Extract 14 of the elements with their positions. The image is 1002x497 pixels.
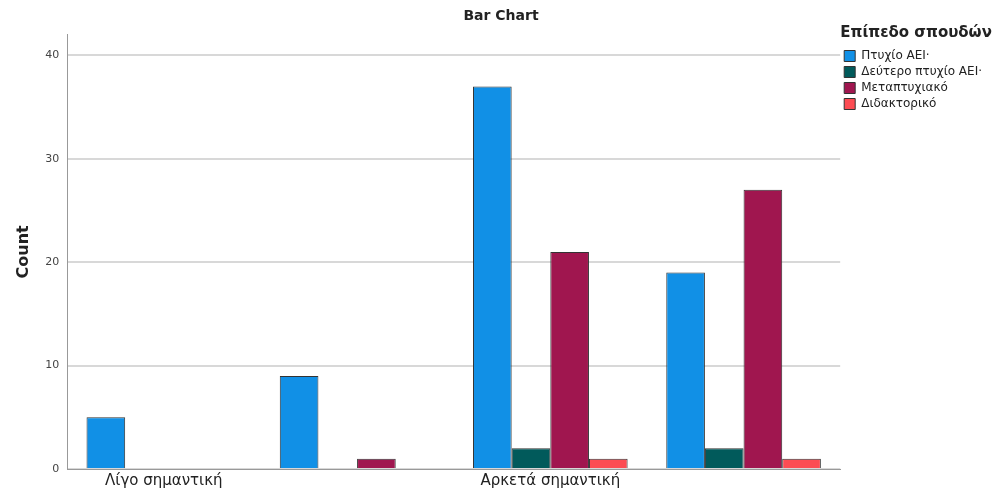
y-tick-label: 40 [45,48,60,62]
y-tick-label: 10 [45,358,60,372]
legend-label: Πτυχίο ΑΕΙ· [861,48,930,63]
x-tick-label: Αρκετά σημαντική [480,470,621,489]
x-tick-label: Λίγο σημαντική [105,470,223,489]
legend-label: Μεταπτυχιακό [861,80,948,95]
y-axis-title: Count [12,224,32,279]
legend-title: Επίπεδο σπουδών [840,23,992,42]
legend-label: Δεύτερο πτυχίο ΑΕΙ· [861,64,982,79]
chart-title: Bar Chart [463,7,539,24]
legend-label: Διδακτορικό [861,96,937,111]
y-tick-label: 30 [45,151,60,165]
y-tick-label: 0 [52,461,60,475]
y-tick-label: 20 [45,255,60,269]
